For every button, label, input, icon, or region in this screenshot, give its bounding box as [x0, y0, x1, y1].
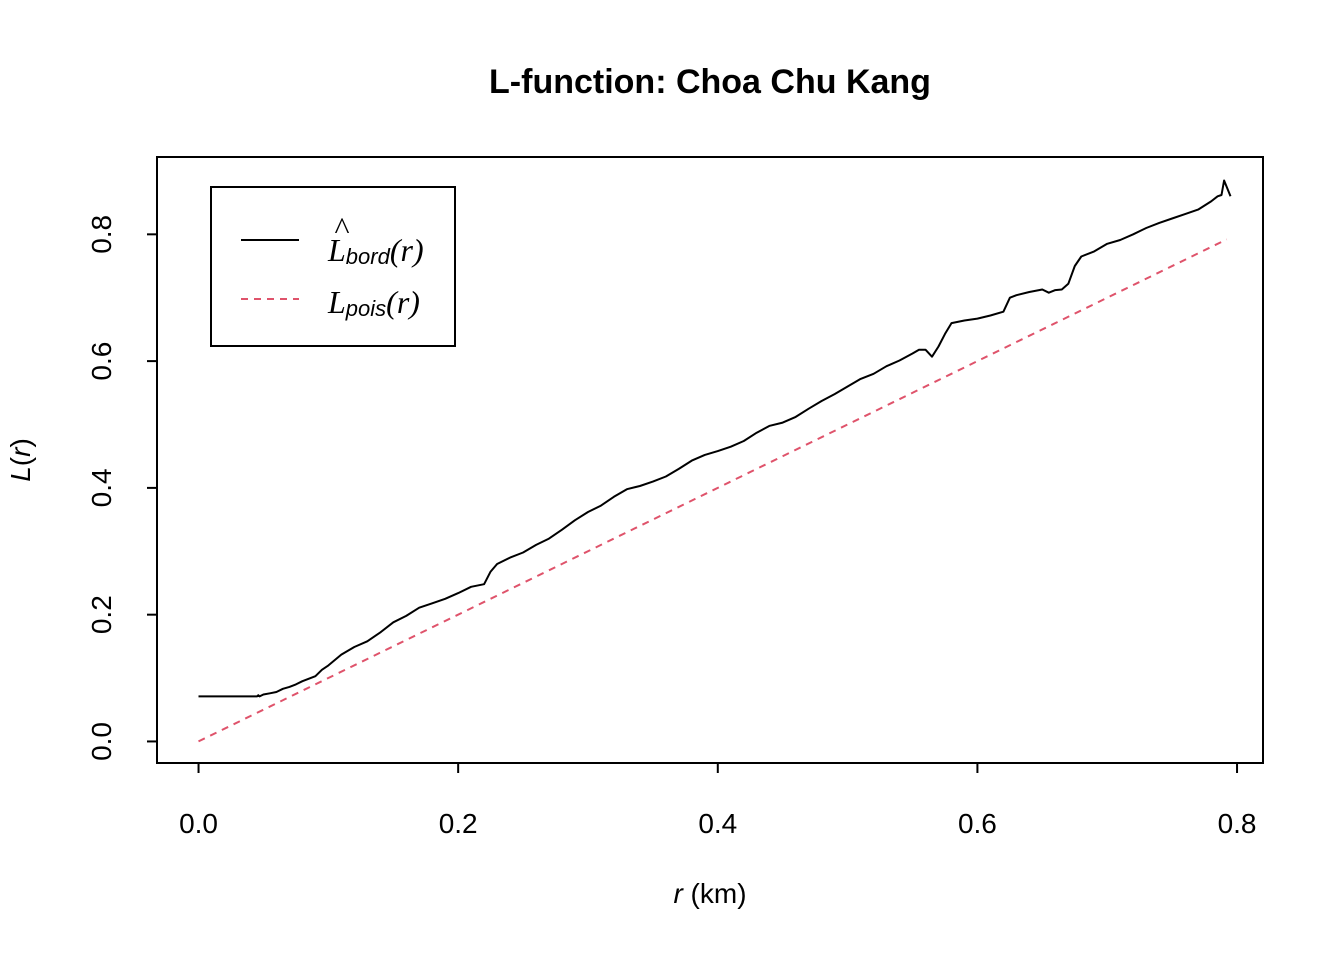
x-axis-label: r (km): [673, 878, 746, 909]
x-tick-label: 0.6: [958, 808, 997, 839]
series-line-bord: [198, 179, 1232, 698]
y-tick-label: 0.0: [86, 722, 117, 761]
x-tick-label: 0.2: [439, 808, 478, 839]
x-axis: 0.0 0.2 0.4 0.6 0.8: [179, 762, 1257, 839]
legend-label-pois: Lpois(r): [327, 284, 420, 321]
y-axis: 0.0 0.2 0.4 0.6 0.8: [86, 215, 158, 761]
series-line-pois: [198, 238, 1228, 743]
legend-label-bord: Lbord(r): [327, 232, 424, 269]
legend-box: [210, 186, 456, 347]
x-tick-label: 0.0: [179, 808, 218, 839]
series-layer: [198, 179, 1232, 743]
y-tick-label: 0.6: [86, 342, 117, 381]
y-axis-label: L(r): [5, 438, 36, 482]
y-tick-label: 0.2: [86, 595, 117, 634]
x-tick-label: 0.4: [698, 808, 737, 839]
legend-hat-bord: ^: [334, 210, 349, 246]
y-tick-label: 0.8: [86, 215, 117, 254]
x-tick-label: 0.8: [1218, 808, 1257, 839]
y-tick-label: 0.4: [86, 468, 117, 507]
chart-title: L-function: Choa Chu Kang: [489, 63, 931, 101]
legend: ^ Lbord(r) Lpois(r): [210, 186, 456, 347]
